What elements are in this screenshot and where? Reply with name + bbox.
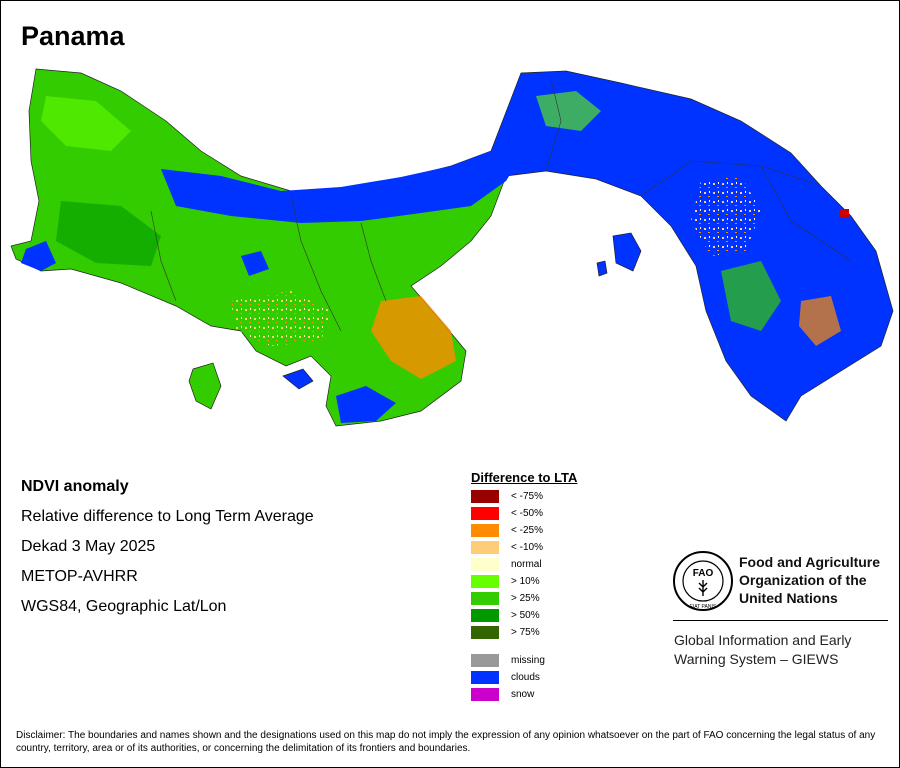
cloud-band-north — [161, 121, 531, 223]
legend-label: < -10% — [511, 542, 543, 553]
period: Dekad 3 May 2025 — [21, 538, 156, 555]
sensor: METOP-AVHRR — [21, 568, 138, 585]
disclaimer: Disclaimer: The boundaries and names sho… — [16, 730, 876, 754]
legend-swatch — [471, 490, 499, 503]
cloud-patch-2 — [336, 386, 396, 423]
cloud-patch-3 — [241, 251, 269, 276]
legend-swatch — [471, 626, 499, 639]
product-name: NDVI anomaly — [21, 478, 129, 495]
org-name-line3: United Nations — [739, 590, 838, 606]
orange-patch-east — [799, 296, 841, 346]
legend-title: Difference to LTA — [471, 470, 578, 485]
cloud-patch-1 — [21, 241, 56, 271]
system-name-line2: Warning System – GIEWS — [674, 651, 839, 667]
projection: WGS84, Geographic Lat/Lon — [21, 598, 227, 615]
strong-negative-anomaly — [839, 209, 849, 217]
legend-swatch — [471, 575, 499, 588]
green-patch-north — [41, 96, 131, 151]
island-small-1 — [596, 260, 608, 277]
island-jicaron — [282, 368, 314, 390]
legend-swatch — [471, 688, 499, 701]
legend-label: > 75% — [511, 627, 540, 638]
fao-logo-motto: FIAT PANIS — [690, 604, 717, 610]
legend-label: > 50% — [511, 610, 540, 621]
greener-areas — [56, 201, 161, 266]
ndvi-anomaly-map — [10, 68, 894, 427]
fao-logo-text: FAO — [693, 568, 714, 579]
green-patch-darien — [536, 91, 601, 131]
legend-label: > 25% — [511, 593, 540, 604]
legend-label: missing — [511, 655, 545, 666]
legend-swatch — [471, 654, 499, 667]
fao-logo: FAO FIAT PANIS — [673, 551, 733, 611]
legend-swatch — [471, 558, 499, 571]
legend-label: > 10% — [511, 576, 540, 587]
org-name-line2: Organization of the — [739, 572, 867, 588]
negative-anomaly-east — [691, 176, 761, 256]
island-coiba — [188, 362, 222, 410]
map-title: Panama — [21, 21, 125, 51]
legend-label: snow — [511, 689, 535, 700]
legend-swatch — [471, 592, 499, 605]
legend-label: < -25% — [511, 525, 543, 536]
legend-swatch — [471, 507, 499, 520]
neutral-patches — [231, 291, 331, 346]
org-name-line1: Food and Agriculture — [739, 554, 881, 570]
legend-label: clouds — [511, 672, 540, 683]
province-boundaries — [150, 78, 852, 332]
negative-anomaly-azuero — [371, 296, 456, 379]
legend-swatch — [471, 541, 499, 554]
product-description: Relative difference to Long Term Average — [21, 508, 314, 525]
legend-label: normal — [511, 559, 542, 570]
green-patch-east — [721, 261, 781, 331]
legend-label: < -50% — [511, 508, 543, 519]
org-divider — [673, 620, 888, 621]
legend-swatch — [471, 609, 499, 622]
island-pearl — [612, 232, 642, 272]
system-name-line1: Global Information and Early — [674, 632, 852, 648]
legend-swatch — [471, 524, 499, 537]
legend-label: < -75% — [511, 491, 543, 502]
legend-swatch — [471, 671, 499, 684]
